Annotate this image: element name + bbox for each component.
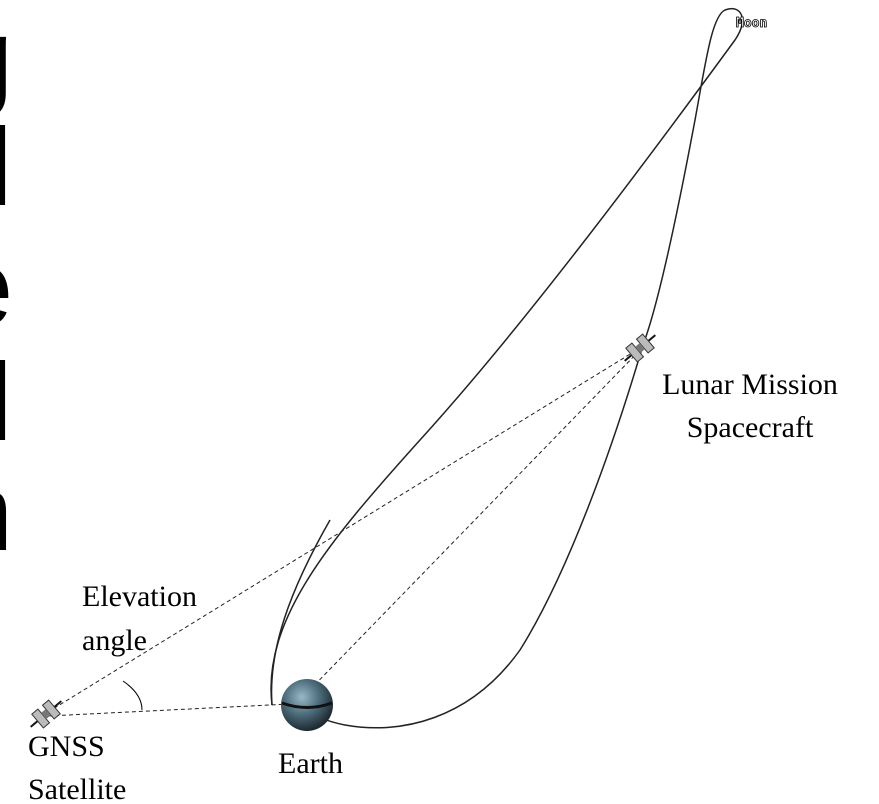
sight-line (48, 704, 290, 716)
trajectory (272, 520, 330, 705)
diagram: g l e l n Moon Lunar Mission Spacecraft … (0, 0, 879, 804)
sight-line (300, 350, 640, 700)
gnss-label: GNSS (28, 730, 105, 763)
side-letter: l (0, 106, 12, 229)
side-letter: n (0, 451, 13, 574)
earth-label: Earth (278, 747, 343, 780)
elevation-label: Elevation (82, 580, 197, 613)
side-letter: e (0, 226, 13, 349)
angle-arc (123, 681, 142, 710)
spacecraft-label: Spacecraft (687, 411, 814, 444)
side-letter: g (0, 0, 13, 119)
spacecraft-label: Lunar Mission (662, 368, 838, 401)
gnss-icon (25, 694, 67, 734)
side-letter: l (0, 341, 12, 464)
elevation-label: angle (82, 624, 147, 657)
gnss-label: Satellite (28, 773, 126, 804)
moon-label: Moon (736, 16, 767, 31)
sight-line (48, 348, 640, 712)
spacecraft-icon (619, 328, 661, 368)
